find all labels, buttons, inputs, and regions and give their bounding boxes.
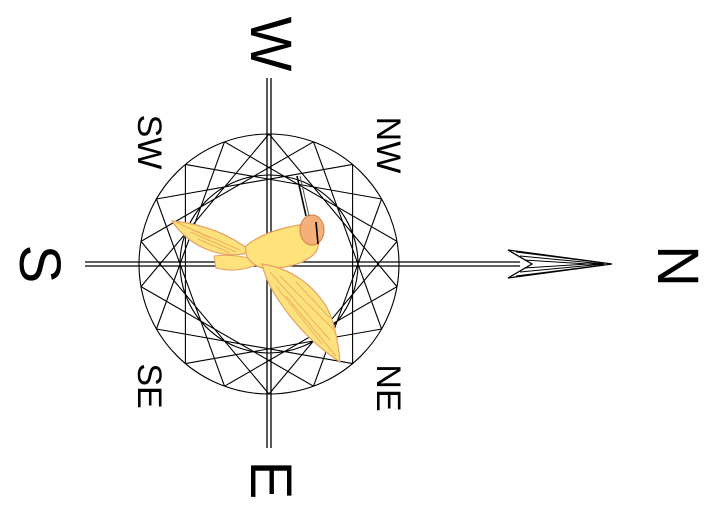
label-southeast: SE (130, 363, 168, 408)
label-southwest: SW (130, 115, 168, 170)
label-south: S (7, 245, 72, 284)
label-west: W (238, 17, 303, 72)
label-northwest: NW (369, 117, 407, 174)
label-east: E (238, 461, 303, 500)
hummingbird-icon (170, 175, 341, 364)
label-northeast: NE (369, 364, 407, 411)
label-north: N (645, 245, 710, 287)
north-arrow-head (507, 249, 613, 279)
